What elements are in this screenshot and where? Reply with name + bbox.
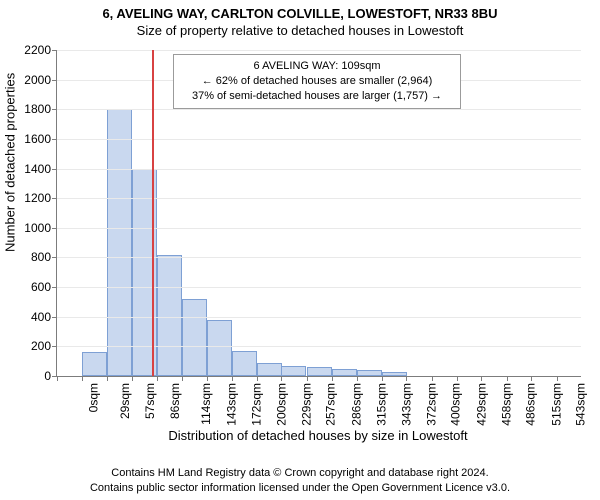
property-marker-line bbox=[152, 50, 154, 376]
histogram-bar bbox=[257, 363, 282, 376]
x-tick-label: 315sqm bbox=[375, 383, 389, 426]
callout-box: 6 AVELING WAY: 109sqm← 62% of detached h… bbox=[173, 54, 461, 109]
histogram-bar bbox=[82, 352, 107, 376]
callout-line3: 37% of semi-detached houses are larger (… bbox=[182, 89, 452, 104]
footer-line1: Contains HM Land Registry data © Crown c… bbox=[0, 466, 600, 481]
x-tick-label: 458sqm bbox=[500, 383, 514, 426]
x-tick-label: 86sqm bbox=[168, 383, 182, 419]
x-tick-label: 200sqm bbox=[274, 383, 288, 426]
y-tick-label: 1200 bbox=[24, 191, 51, 205]
x-tick-label: 343sqm bbox=[399, 383, 413, 426]
x-tick-label: 486sqm bbox=[524, 383, 538, 426]
y-tick-label: 600 bbox=[31, 280, 51, 294]
y-tick-label: 800 bbox=[31, 250, 51, 264]
histogram-bar bbox=[332, 369, 357, 376]
x-tick-label: 515sqm bbox=[549, 383, 563, 426]
y-axis-label: Number of detached properties bbox=[3, 232, 18, 252]
y-tick-label: 400 bbox=[31, 310, 51, 324]
x-tick-label: 57sqm bbox=[143, 383, 157, 419]
y-tick-label: 1600 bbox=[24, 132, 51, 146]
x-tick-label: 172sqm bbox=[250, 383, 264, 426]
x-axis-label: Distribution of detached houses by size … bbox=[56, 428, 580, 443]
histogram-bar bbox=[382, 372, 407, 376]
x-tick-label: 429sqm bbox=[474, 383, 488, 426]
y-tick-label: 1000 bbox=[24, 221, 51, 235]
x-tick-label: 400sqm bbox=[449, 383, 463, 426]
histogram-bar bbox=[207, 320, 232, 376]
footer-line2: Contains public sector information licen… bbox=[0, 481, 600, 496]
callout-line1: 6 AVELING WAY: 109sqm bbox=[182, 59, 452, 74]
y-tick-label: 1400 bbox=[24, 162, 51, 176]
histogram-bar bbox=[157, 255, 182, 377]
plot-area: 0200400600800100012001400160018002000220… bbox=[56, 50, 581, 377]
chart-container: Number of detached properties 0200400600… bbox=[0, 44, 600, 440]
histogram-bar bbox=[232, 351, 257, 376]
histogram-bar bbox=[357, 370, 382, 376]
x-tick-label: 114sqm bbox=[198, 383, 212, 425]
x-tick-label: 0sqm bbox=[86, 383, 100, 412]
y-tick-label: 0 bbox=[44, 369, 51, 383]
page-title-address: 6, AVELING WAY, CARLTON COLVILLE, LOWEST… bbox=[0, 6, 600, 21]
y-tick-label: 2000 bbox=[24, 73, 51, 87]
x-tick-label: 229sqm bbox=[300, 383, 314, 426]
x-tick-label: 286sqm bbox=[349, 383, 363, 426]
histogram-bar bbox=[281, 366, 306, 376]
x-tick-label: 143sqm bbox=[225, 383, 239, 426]
y-tick-label: 2200 bbox=[24, 43, 51, 57]
callout-line2: ← 62% of detached houses are smaller (2,… bbox=[182, 74, 452, 89]
histogram-bar bbox=[107, 109, 132, 376]
x-tick-label: 543sqm bbox=[574, 383, 588, 426]
histogram-bar bbox=[182, 299, 207, 376]
y-tick-label: 1800 bbox=[24, 102, 51, 116]
x-tick-label: 257sqm bbox=[324, 383, 338, 426]
histogram-bar bbox=[307, 367, 332, 376]
y-tick-label: 200 bbox=[31, 339, 51, 353]
page-title-desc: Size of property relative to detached ho… bbox=[0, 23, 600, 38]
x-tick-label: 372sqm bbox=[425, 383, 439, 426]
footer-attribution: Contains HM Land Registry data © Crown c… bbox=[0, 466, 600, 496]
x-tick-label: 29sqm bbox=[118, 383, 132, 419]
